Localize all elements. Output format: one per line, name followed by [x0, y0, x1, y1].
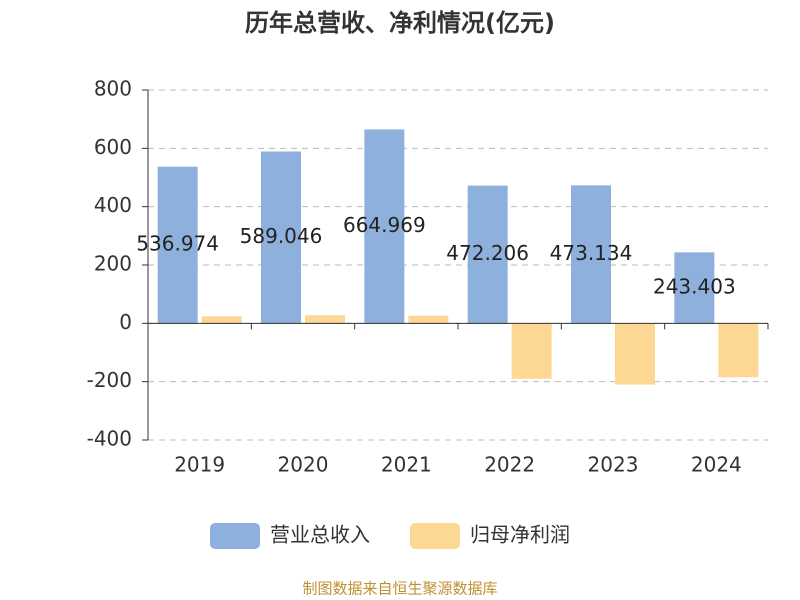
bar	[305, 315, 345, 324]
y-tick-label: 400	[94, 193, 132, 217]
value-label: 473.134	[550, 241, 633, 265]
bar	[467, 185, 508, 324]
x-tick-label: 2021	[381, 453, 432, 477]
legend-label: 归母净利润	[470, 523, 570, 547]
x-tick-label: 2019	[174, 453, 225, 477]
bar	[718, 323, 759, 378]
value-label: 472.206	[446, 241, 529, 265]
bar	[157, 166, 198, 324]
value-label: 589.046	[240, 224, 323, 248]
value-label: 243.403	[653, 274, 736, 298]
x-tick-label: 2020	[278, 453, 329, 477]
bar	[261, 151, 301, 324]
y-tick-label: 600	[94, 135, 132, 159]
y-tick-label: -200	[87, 368, 132, 392]
legend-swatch	[410, 523, 460, 549]
x-tick-label: 2022	[484, 453, 535, 477]
x-tick-label: 2023	[588, 453, 639, 477]
chart-title: 历年总营收、净利情况(亿元)	[245, 9, 555, 37]
x-tick-label: 2024	[691, 453, 742, 477]
bar	[615, 323, 655, 385]
y-tick-label: 800	[94, 77, 132, 101]
bar	[674, 252, 715, 324]
value-label: 536.974	[136, 232, 219, 256]
bar	[408, 315, 449, 324]
value-label: 664.969	[343, 213, 426, 237]
bar	[364, 129, 405, 324]
bar	[201, 316, 242, 324]
legend-label: 营业总收入	[270, 523, 370, 547]
legend-swatch	[210, 523, 260, 549]
y-tick-label: -400	[87, 427, 132, 451]
source-note: 制图数据来自恒生聚源数据库	[302, 580, 497, 598]
bar	[511, 323, 552, 379]
y-tick-label: 200	[94, 252, 132, 276]
bar	[571, 185, 611, 324]
y-tick-label: 0	[119, 310, 132, 334]
